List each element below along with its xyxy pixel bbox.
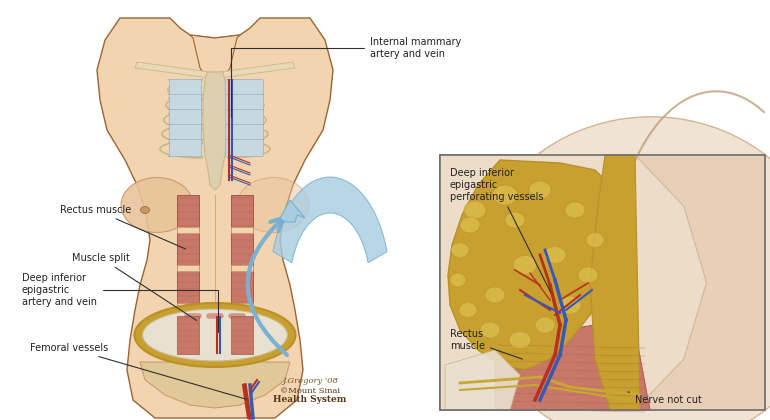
Ellipse shape bbox=[450, 273, 466, 287]
Polygon shape bbox=[231, 316, 253, 354]
Polygon shape bbox=[220, 62, 295, 78]
Polygon shape bbox=[177, 316, 199, 354]
Text: Deep inferior
epigastric
perforating vessels: Deep inferior epigastric perforating ves… bbox=[450, 168, 551, 292]
Ellipse shape bbox=[565, 202, 585, 218]
Polygon shape bbox=[177, 195, 199, 362]
Text: Rectus muscle: Rectus muscle bbox=[60, 205, 186, 249]
Text: Internal mammary
artery and vein: Internal mammary artery and vein bbox=[231, 37, 461, 117]
Polygon shape bbox=[231, 195, 253, 362]
Text: Nerve not cut: Nerve not cut bbox=[628, 392, 702, 405]
Polygon shape bbox=[590, 155, 640, 410]
Ellipse shape bbox=[559, 296, 581, 314]
Text: J.Gregory '08: J.Gregory '08 bbox=[282, 377, 338, 385]
Ellipse shape bbox=[480, 322, 500, 338]
Text: ©Mount Sinai: ©Mount Sinai bbox=[280, 387, 340, 395]
Polygon shape bbox=[135, 62, 210, 78]
Polygon shape bbox=[97, 18, 333, 418]
Ellipse shape bbox=[459, 302, 477, 318]
Ellipse shape bbox=[121, 178, 193, 233]
Ellipse shape bbox=[464, 201, 486, 219]
Polygon shape bbox=[635, 155, 765, 410]
Ellipse shape bbox=[578, 267, 598, 283]
Polygon shape bbox=[231, 265, 253, 271]
FancyBboxPatch shape bbox=[168, 94, 203, 113]
Text: Femoral vessels: Femoral vessels bbox=[30, 343, 246, 399]
FancyBboxPatch shape bbox=[226, 139, 263, 157]
Ellipse shape bbox=[135, 303, 296, 367]
Polygon shape bbox=[177, 227, 199, 233]
FancyBboxPatch shape bbox=[168, 79, 203, 99]
Polygon shape bbox=[231, 303, 253, 309]
FancyBboxPatch shape bbox=[226, 110, 263, 129]
Polygon shape bbox=[273, 177, 387, 263]
Polygon shape bbox=[280, 200, 305, 222]
Polygon shape bbox=[495, 325, 650, 410]
Ellipse shape bbox=[544, 247, 566, 263]
Ellipse shape bbox=[509, 331, 531, 349]
Ellipse shape bbox=[140, 207, 149, 213]
Ellipse shape bbox=[460, 217, 480, 233]
Polygon shape bbox=[231, 227, 253, 233]
Ellipse shape bbox=[485, 287, 505, 303]
Ellipse shape bbox=[505, 212, 525, 228]
FancyBboxPatch shape bbox=[440, 155, 765, 410]
Polygon shape bbox=[448, 160, 620, 370]
FancyBboxPatch shape bbox=[168, 110, 203, 129]
FancyBboxPatch shape bbox=[226, 94, 263, 113]
Polygon shape bbox=[177, 303, 199, 309]
FancyBboxPatch shape bbox=[168, 139, 203, 157]
Ellipse shape bbox=[142, 309, 287, 361]
Ellipse shape bbox=[451, 242, 469, 257]
Ellipse shape bbox=[237, 178, 309, 233]
Ellipse shape bbox=[473, 117, 770, 420]
FancyBboxPatch shape bbox=[226, 124, 263, 142]
Text: Health System: Health System bbox=[273, 395, 346, 404]
Text: Rectus
muscle: Rectus muscle bbox=[450, 329, 522, 359]
Polygon shape bbox=[140, 362, 290, 408]
Ellipse shape bbox=[513, 255, 537, 275]
Text: Muscle split: Muscle split bbox=[72, 253, 196, 320]
Polygon shape bbox=[445, 350, 520, 410]
FancyBboxPatch shape bbox=[168, 124, 203, 142]
Ellipse shape bbox=[529, 181, 551, 199]
Polygon shape bbox=[177, 265, 199, 271]
Polygon shape bbox=[190, 35, 240, 78]
Ellipse shape bbox=[493, 185, 517, 205]
FancyBboxPatch shape bbox=[226, 79, 263, 99]
Text: Deep inferior
epigastric
artery and vein: Deep inferior epigastric artery and vein bbox=[22, 273, 218, 332]
Ellipse shape bbox=[586, 233, 604, 247]
Polygon shape bbox=[203, 72, 227, 190]
Ellipse shape bbox=[535, 317, 555, 333]
FancyBboxPatch shape bbox=[440, 155, 765, 410]
